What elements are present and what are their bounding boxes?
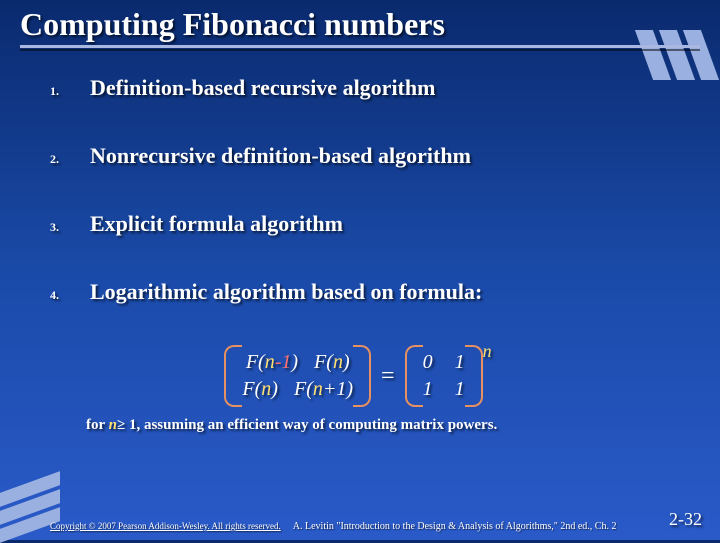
page-number: 2-32 xyxy=(669,509,702,530)
minus-one: -1 xyxy=(275,351,292,373)
slide-header: Computing Fibonacci numbers xyxy=(0,0,720,55)
slide-title: Computing Fibonacci numbers xyxy=(20,6,700,43)
matrix-cell: 1 xyxy=(455,351,465,374)
item-number: 4. xyxy=(50,288,90,303)
nvar: n xyxy=(109,417,117,433)
bracket-icon xyxy=(224,345,242,407)
matrix-cell: 1 xyxy=(455,378,465,401)
matrix-formula: F(n-1) F(n) F(n) F(n+1) = 0 1 1 1 xyxy=(50,347,670,405)
list-item: 4. Logarithmic algorithm based on formul… xyxy=(50,279,670,305)
slide-footer: Copyright © 2007 Pearson Addison-Wesley.… xyxy=(50,521,700,532)
slide-content: 1. Definition-based recursive algorithm … xyxy=(0,55,720,434)
nvar: n xyxy=(261,378,271,400)
list-item: 3. Explicit formula algorithm xyxy=(50,211,670,237)
item-number: 1. xyxy=(50,84,90,99)
item-text: Explicit formula algorithm xyxy=(90,211,343,237)
matrix-right: 0 1 1 1 xyxy=(409,347,479,405)
exponent-n: n xyxy=(483,341,492,362)
nvar: n xyxy=(333,351,343,373)
title-underline xyxy=(20,45,700,51)
bracket-icon xyxy=(353,345,371,407)
matrix-cell: 0 xyxy=(423,351,433,374)
item-number: 3. xyxy=(50,220,90,235)
item-number: 2. xyxy=(50,152,90,167)
list-item: 1. Definition-based recursive algorithm xyxy=(50,75,670,101)
plus-one: +1 xyxy=(323,378,347,400)
nvar: n xyxy=(313,378,323,400)
formula-caption: for n≥ 1, assuming an efficient way of c… xyxy=(50,417,670,434)
fvar: F xyxy=(314,351,326,373)
bracket-icon xyxy=(405,345,423,407)
fvar: F xyxy=(246,351,258,373)
fvar: F xyxy=(242,378,254,400)
matrix-left: F(n-1) F(n) F(n) F(n+1) xyxy=(228,347,367,405)
matrix-cell: 1 xyxy=(423,378,433,401)
item-text: Logarithmic algorithm based on formula: xyxy=(90,279,482,305)
fvar: F xyxy=(294,378,306,400)
attribution-text: A. Levitin "Introduction to the Design &… xyxy=(293,521,617,532)
item-text: Definition-based recursive algorithm xyxy=(90,75,435,101)
copyright-text: Copyright © 2007 Pearson Addison-Wesley.… xyxy=(50,521,281,531)
nvar: n xyxy=(265,351,275,373)
item-text: Nonrecursive definition-based algorithm xyxy=(90,143,471,169)
equals-sign: = xyxy=(381,363,395,390)
bracket-icon xyxy=(465,345,483,407)
list-item: 2. Nonrecursive definition-based algorit… xyxy=(50,143,670,169)
